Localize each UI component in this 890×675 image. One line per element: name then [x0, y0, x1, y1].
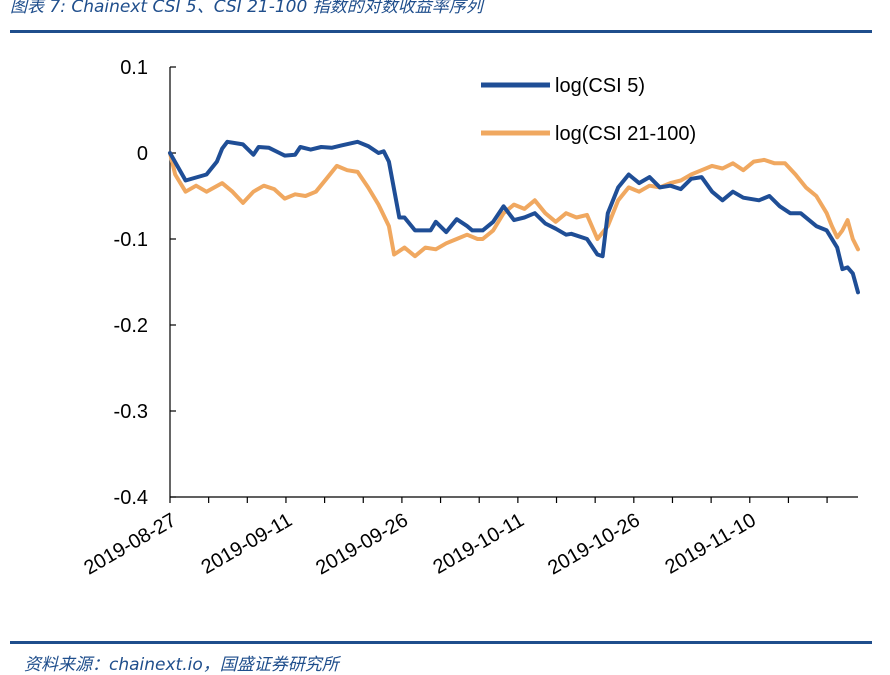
x-tick-label: 2019-10-26	[544, 509, 644, 579]
source-note: 资料来源：chainext.io，国盛证券研究所	[24, 655, 339, 675]
chart-legend: log(CSI 5) log(CSI 21-100)	[481, 75, 696, 145]
x-tick-label: 2019-08-27	[80, 509, 180, 579]
chart-axes	[169, 67, 858, 498]
series-lines	[168, 139, 860, 295]
y-tick-label: -0.2	[114, 315, 148, 337]
figure-title: 图表 7: Chainext CSI 5、CSI 21-100 指数的对数收益率…	[10, 0, 483, 17]
y-tick-label: 0.1	[120, 57, 148, 79]
bottom-rule	[10, 641, 872, 644]
y-axis-ticks: 0.1 0 -0.1 -0.2 -0.3 -0.4	[114, 57, 176, 509]
legend-label-csi21-100: log(CSI 21-100)	[555, 123, 696, 145]
y-tick-label: -0.1	[114, 229, 148, 251]
series-line-csi21-100	[168, 151, 860, 259]
x-tick-label: 2019-10-11	[430, 509, 528, 578]
y-tick-label: -0.4	[114, 487, 148, 509]
x-axis-ticks: 2019-08-27 2019-09-11 2019-09-26 2019-10-11…	[80, 497, 828, 579]
legend-label-csi5: log(CSI 5)	[555, 75, 645, 97]
y-tick-label: 0	[137, 143, 148, 165]
x-tick-label: 2019-11-10	[661, 509, 759, 578]
x-tick-label: 2019-09-11	[198, 509, 296, 578]
top-rule	[10, 30, 872, 33]
y-tick-label: -0.3	[114, 401, 148, 423]
series-line-csi5	[168, 139, 860, 295]
x-tick-label: 2019-09-26	[312, 509, 412, 579]
